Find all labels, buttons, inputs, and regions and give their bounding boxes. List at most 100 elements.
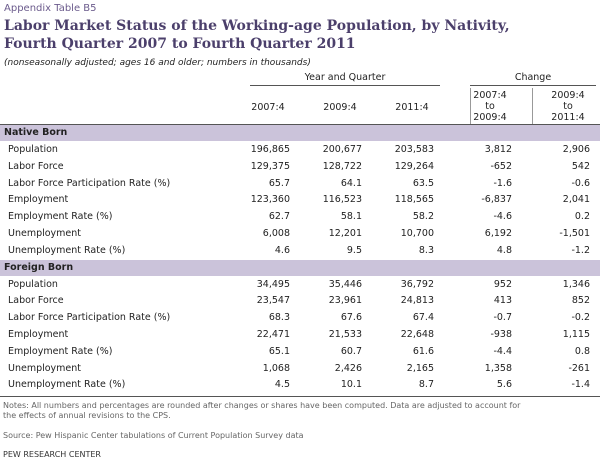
cell: 1,068 [262, 362, 290, 374]
cell: 8.3 [418, 244, 434, 256]
cell: 12,201 [328, 228, 362, 239]
row-label: Employment [8, 329, 69, 340]
cell: 4.6 [274, 244, 290, 256]
column-header: 2011:4 [395, 102, 429, 113]
cell: 22,471 [256, 329, 290, 340]
cell: 21,533 [328, 329, 362, 340]
cell: 67.4 [412, 312, 434, 324]
row-label: Labor Force Participation Rate (%) [8, 177, 171, 189]
row-label: Unemployment [8, 228, 82, 239]
cell: 2,426 [334, 362, 362, 374]
row-label: Labor Force Participation Rate (%) [8, 312, 171, 324]
cell: 36,792 [400, 278, 434, 290]
cell: 952 [493, 278, 512, 290]
cell: 0.2 [574, 211, 590, 223]
cell: -0.7 [493, 312, 512, 324]
row-label: Employment [8, 194, 69, 206]
cell: 10,700 [400, 228, 434, 239]
section-title: Foreign Born [4, 261, 74, 273]
cell: 6,192 [484, 228, 512, 239]
cell: 203,583 [394, 144, 434, 155]
row-label: Population [8, 278, 58, 290]
cell: 1,346 [562, 278, 590, 290]
note: Notes: All numbers and percentages are r… [3, 401, 521, 410]
rule [470, 85, 596, 86]
cell: 0.8 [574, 345, 590, 357]
cell: 23,547 [256, 295, 290, 307]
rule [470, 88, 471, 124]
row-label: Labor Force [8, 160, 64, 172]
cell: 60.7 [340, 345, 362, 357]
cell: -1.2 [571, 244, 590, 256]
section-title: Native Born [4, 127, 68, 138]
cell: 5.6 [496, 379, 512, 391]
row-label: Unemployment Rate (%) [8, 244, 126, 256]
subtitle: (nonseasonally adjusted; ages 16 and old… [4, 58, 311, 68]
column-header: 2007:4 [473, 90, 507, 101]
cell: 1,358 [484, 362, 512, 374]
cell: 58.2 [412, 211, 434, 223]
cell: 23,961 [328, 295, 362, 307]
column-header: 2007:4 [251, 102, 285, 113]
cell: -0.6 [571, 177, 590, 189]
cell: -4.4 [493, 345, 512, 357]
cell: 61.6 [412, 345, 434, 357]
cell: 35,446 [328, 278, 362, 290]
cell: 68.3 [268, 312, 290, 324]
section-band [0, 259, 600, 276]
cell: -652 [490, 160, 512, 172]
cell: 65.7 [268, 177, 290, 189]
group-header: Change [514, 72, 552, 83]
row-label: Employment Rate (%) [8, 345, 113, 357]
cell: 118,565 [394, 194, 434, 206]
cell: 129,375 [250, 160, 290, 172]
row-label: Unemployment Rate (%) [8, 379, 126, 391]
column-header: to [563, 101, 573, 112]
cell: -0.2 [571, 312, 590, 324]
cell: 4.5 [274, 379, 290, 391]
cell: 2,165 [406, 362, 434, 374]
cell: 4.8 [496, 244, 512, 256]
title-line: Labor Market Status of the Working-age P… [4, 18, 510, 34]
rule [0, 124, 600, 125]
cell: -6,837 [481, 194, 512, 206]
rule [0, 396, 600, 398]
cell: 64.1 [340, 177, 362, 189]
cell: 116,523 [322, 194, 362, 206]
cell: 1,115 [562, 329, 590, 340]
rule [250, 85, 440, 86]
cell: 24,813 [400, 295, 434, 307]
rule [532, 88, 533, 124]
cell: 67.6 [340, 312, 362, 324]
cell: 10.1 [340, 379, 362, 391]
cell: -938 [490, 329, 512, 340]
cell: 8.7 [418, 379, 434, 391]
cell: -1.4 [571, 379, 590, 391]
column-header: 2009:4 [473, 112, 507, 123]
column-header: 2009:4 [323, 102, 357, 113]
cell: 65.1 [268, 345, 290, 357]
column-header: 2009:4 [551, 90, 585, 101]
cell: 34,495 [256, 278, 290, 290]
cell: -4.6 [493, 211, 512, 223]
cell: 200,677 [322, 144, 362, 155]
row-label: Unemployment [8, 362, 82, 374]
cell: 6,008 [262, 228, 290, 239]
cell: 2,906 [562, 144, 590, 155]
row-label: Employment Rate (%) [8, 211, 113, 223]
cell: 852 [571, 295, 590, 307]
cell: 58.1 [340, 211, 362, 223]
cell: -261 [568, 362, 590, 374]
column-header: to [485, 101, 495, 112]
row-label: Labor Force [8, 295, 64, 307]
cell: 123,360 [250, 194, 290, 206]
cell: -1,501 [559, 228, 590, 239]
row-label: Population [8, 144, 58, 155]
group-header: Year and Quarter [304, 72, 386, 83]
cell: 22,648 [400, 329, 434, 340]
credit: PEW RESEARCH CENTER [3, 450, 101, 459]
column-header: 2011:4 [551, 112, 585, 123]
section-band [0, 125, 600, 141]
cell: 2,041 [562, 194, 590, 206]
